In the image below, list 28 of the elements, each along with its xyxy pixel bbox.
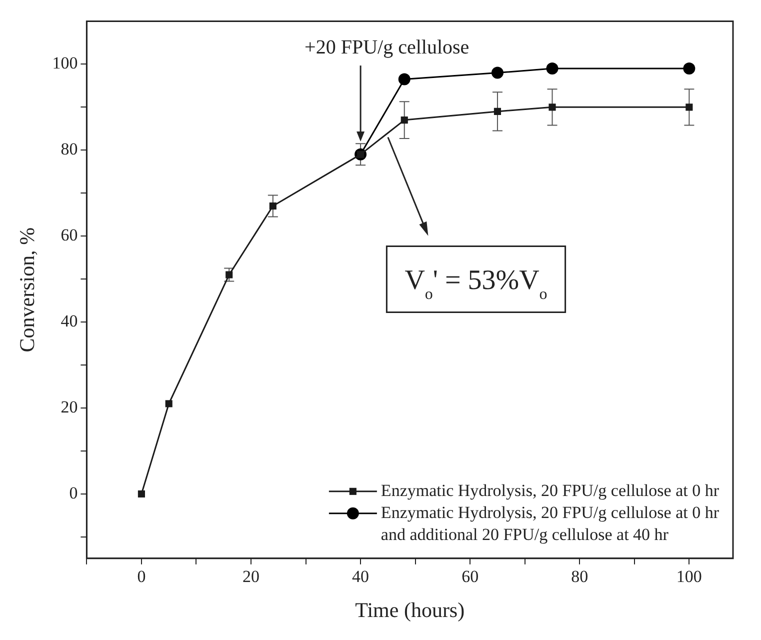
y-axis-title: Conversion, % xyxy=(15,227,40,352)
x-tick-label: 80 xyxy=(571,567,588,586)
legend-label: Enzymatic Hydrolysis, 20 FPU/g cellulose at 0 hr xyxy=(380,480,720,500)
annotation: +20 FPU/g cellulose xyxy=(304,36,470,59)
y-tick-label: 0 xyxy=(69,483,78,502)
point xyxy=(494,108,502,115)
point xyxy=(546,62,558,74)
y-tick-label: 80 xyxy=(60,140,78,159)
point xyxy=(491,66,504,79)
y-tick-label: 20 xyxy=(60,397,78,416)
x-tick-label: 40 xyxy=(352,567,370,586)
point xyxy=(269,202,276,210)
y-tick-label: 60 xyxy=(60,226,78,245)
point xyxy=(400,116,408,124)
x-tick-label: 0 xyxy=(137,567,146,586)
x-tick-label: 100 xyxy=(676,567,702,586)
point xyxy=(398,73,410,86)
point xyxy=(683,62,696,74)
legend-label: Enzymatic Hydrolysis, 20 FPU/g cellulose at 0 hr and additional 20 FPU/g cellulose at 40 hr xyxy=(380,502,720,544)
x-tick-label: 60 xyxy=(462,567,479,586)
point xyxy=(686,104,693,111)
x-tick-label: 20 xyxy=(242,567,260,586)
x-axis-title: Time (hours) xyxy=(355,598,465,622)
y-tick-label: 40 xyxy=(60,312,78,330)
point xyxy=(138,490,146,498)
point xyxy=(548,104,556,111)
y-tick-label: 100 xyxy=(52,54,78,73)
point xyxy=(165,400,172,408)
